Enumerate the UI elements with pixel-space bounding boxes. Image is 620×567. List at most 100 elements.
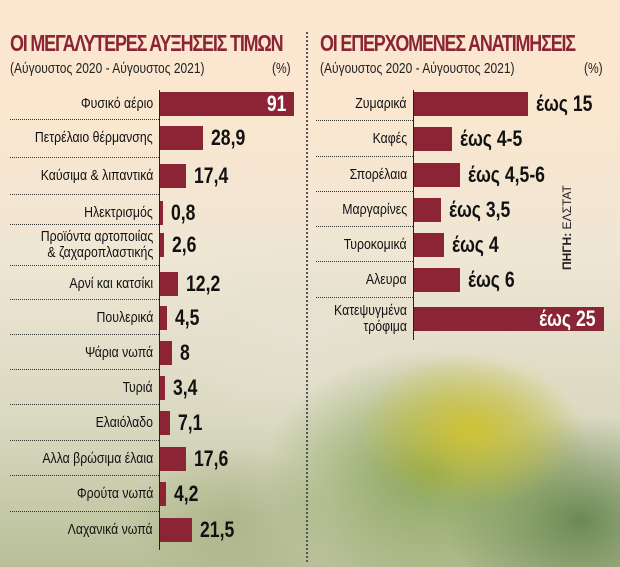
category-label-row: Τυροκομικά (316, 226, 413, 263)
category-label: Αλλα βρώσιμα έλαια (42, 450, 153, 467)
source-label: ΠΗΓΗ: (560, 232, 574, 270)
category-label: Ψάρια νωπά (84, 344, 153, 361)
category-label: Ελαιόλαδο (95, 414, 153, 431)
category-label: Καύσιμα & λιπαντικά (40, 167, 153, 184)
category-label: Φρούτα νωπά (76, 485, 153, 502)
value-label: 0,8 (171, 200, 196, 225)
value-label: 12,2 (185, 271, 221, 296)
value-label: έως 3,5 (448, 197, 510, 222)
category-label: Ζυμαρικά (355, 95, 407, 112)
row-separator (316, 226, 413, 227)
category-label-row: Λαχανικά νωπά (10, 511, 159, 548)
value-label: 3,4 (173, 375, 198, 400)
bar (160, 164, 186, 188)
source-value: ΕΛΣΤΑΤ (560, 185, 574, 230)
row-separator (10, 119, 159, 120)
column-divider (306, 32, 308, 562)
category-label-row: Καφές (316, 120, 413, 157)
bar (160, 306, 167, 330)
category-label: Προϊόντα αρτοποιίας & ζαχαροπλαστικής (40, 228, 153, 261)
category-label: Κατεψυγμένα τρόφιμα (334, 302, 407, 335)
category-label-row: Κατεψυγμένα τρόφιμα (316, 297, 413, 340)
left-chart-subtitle: (Αύγουστος 2020 - Αύγουστος 2021) (10, 60, 205, 77)
right-chart-title: ΟΙ ΕΠΕΡΧΟΜΕΝΕΣ ΑΝΑΤΙΜΗΣΕΙΣ (320, 30, 576, 56)
category-label: Πουλερικά (96, 309, 153, 326)
category-label-row: Καύσιμα & λιπαντικά (10, 157, 159, 194)
bar (160, 482, 167, 506)
category-label: Μαργαρίνες (342, 201, 407, 218)
bar (160, 518, 192, 542)
bar (160, 92, 294, 116)
value-label: 17,4 (193, 163, 228, 188)
category-label: Σπορέλαια (349, 166, 407, 183)
value-label: 28,9 (210, 125, 245, 150)
row-separator (10, 157, 159, 158)
row-separator (316, 156, 413, 157)
row-separator (316, 297, 413, 298)
category-label-row: Αλλα βρώσιμα έλαια (10, 440, 159, 477)
value-label: 4,2 (174, 481, 199, 506)
bar (160, 376, 165, 400)
value-label: έως 15 (536, 91, 593, 116)
value-label: 17,6 (193, 446, 229, 471)
category-label-row: Ελαιόλαδο (10, 404, 159, 441)
category-label: Πετρέλαιο θέρμανσης (35, 129, 153, 146)
row-separator (316, 120, 413, 121)
row-separator (10, 404, 159, 405)
category-label-row: Ζυμαρικά (316, 86, 407, 122)
source-note: ΠΗΓΗ: ΕΛΣΤΑΤ (560, 185, 574, 270)
row-separator (10, 334, 159, 335)
row-separator (10, 369, 159, 370)
row-separator (10, 511, 159, 512)
category-label-row: Ηλεκτρισμός (10, 194, 159, 231)
bar (414, 198, 441, 222)
value-label: 7,1 (178, 410, 203, 435)
category-label: Αρνί και κατσίκι (69, 275, 153, 292)
left-axis (159, 90, 160, 550)
row-separator (316, 191, 413, 192)
category-label-row: Τυριά (10, 369, 159, 406)
value-label: έως 6 (467, 267, 515, 292)
value-label: έως 25 (539, 306, 596, 331)
category-label-row: Πετρέλαιο θέρμανσης (10, 119, 159, 156)
bar (414, 127, 452, 151)
category-label-row: Αλευρα (316, 261, 413, 298)
row-separator (10, 475, 159, 476)
category-label-row: Σπορέλαια (316, 156, 413, 193)
category-label: Λαχανικά νωπά (68, 521, 153, 538)
category-label: Ηλεκτρισμός (84, 204, 153, 221)
bar (160, 411, 171, 435)
bar (414, 92, 528, 116)
left-chart-unit: (%) (272, 60, 291, 77)
category-label: Τυριά (122, 379, 153, 396)
bar (160, 201, 163, 225)
right-chart-unit: (%) (584, 60, 603, 77)
right-axis (413, 90, 414, 340)
category-label: Φυσικό αέριο (80, 95, 153, 112)
bar (160, 233, 164, 257)
category-label: Αλευρα (366, 271, 407, 288)
row-separator (316, 261, 413, 262)
row-separator (10, 224, 159, 225)
bar (160, 272, 178, 296)
category-label-row: Μαργαρίνες (316, 191, 413, 228)
value-label: έως 4-5 (460, 126, 523, 151)
category-label-row: Φρούτα νωπά (10, 475, 159, 512)
value-label: 21,5 (199, 517, 234, 542)
bar (414, 163, 460, 187)
row-separator (10, 299, 159, 300)
row-separator (10, 440, 159, 441)
bar (160, 126, 203, 150)
right-chart-subtitle: (Αύγουστος 2020 - Αύγουστος 2021) (320, 60, 515, 77)
category-label-row: Προϊόντα αρτοποιίας & ζαχαροπλαστικής (10, 224, 159, 265)
category-label-row: Πουλερικά (10, 299, 159, 336)
bar (160, 447, 186, 471)
row-separator (10, 265, 159, 266)
value-label: έως 4 (452, 232, 500, 257)
category-label: Τυροκομικά (344, 236, 407, 253)
category-label-row: Αρνί και κατσίκι (10, 265, 159, 302)
left-chart-title: ΟΙ ΜΕΓΑΛΥΤΕΡΕΣ ΑΥΞΗΣΕΙΣ ΤΙΜΩΝ (10, 30, 284, 56)
bar (414, 307, 604, 331)
value-label: 8 (179, 340, 190, 365)
bar (160, 341, 172, 365)
